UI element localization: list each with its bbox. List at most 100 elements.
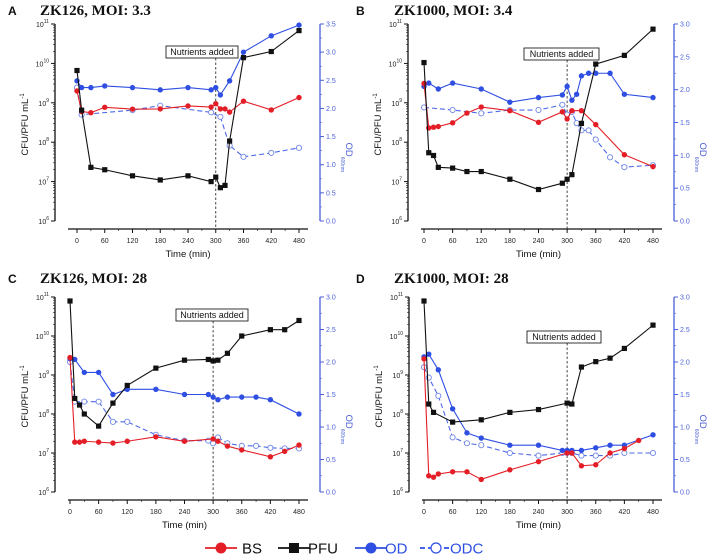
series-line-odc xyxy=(423,104,654,168)
data-point-bs xyxy=(435,123,442,130)
x-tick-label: 60 xyxy=(95,509,103,516)
data-point-bs xyxy=(507,467,513,473)
data-point-od xyxy=(78,84,85,91)
y2-tick-label: 0.5 xyxy=(680,457,690,464)
data-point-bs xyxy=(153,434,159,440)
x-tick-label: 420 xyxy=(619,238,631,245)
data-point-pfu xyxy=(129,173,136,179)
data-point-pfu xyxy=(79,107,85,113)
data-point-pfu xyxy=(157,177,163,183)
y-axis-label: CFU/PFU mL-1 xyxy=(20,365,31,428)
y2-tick-label: 1.0 xyxy=(680,425,690,432)
y-tick-label: 109 xyxy=(38,98,49,108)
data-point-od xyxy=(650,94,656,101)
data-point-pfu xyxy=(217,185,223,191)
y2-tick-label: 1.0 xyxy=(326,425,336,432)
data-point-odc xyxy=(463,440,470,447)
data-point-bs xyxy=(222,106,228,112)
data-point-od xyxy=(585,70,592,76)
x-tick-label: 0 xyxy=(422,509,426,516)
x-tick-label: 180 xyxy=(154,238,166,245)
data-point-od xyxy=(426,80,432,86)
data-point-odc xyxy=(573,120,580,127)
data-point-od xyxy=(578,447,585,454)
data-point-pfu xyxy=(282,327,288,333)
data-point-odc xyxy=(506,449,513,457)
data-point-pfu xyxy=(185,173,191,179)
y-tick-exponent: 9 xyxy=(399,98,402,104)
data-point-od xyxy=(226,78,233,84)
data-point-bs xyxy=(74,88,80,94)
data-point-pfu xyxy=(478,417,484,423)
series-pfu xyxy=(421,298,656,425)
data-point-odc xyxy=(649,449,657,457)
y-tick-label: 1010 xyxy=(390,331,404,341)
data-point-pfu xyxy=(593,359,599,365)
data-point-pfu xyxy=(227,138,233,144)
legend-item-odc: ODC xyxy=(420,541,484,557)
data-point-odc xyxy=(81,398,88,405)
data-point-bs xyxy=(268,107,274,113)
data-point-od xyxy=(464,430,470,436)
annotation-text: Nutrients added xyxy=(180,310,244,320)
data-point-pfu xyxy=(426,401,432,407)
y2-tick-label: 0.5 xyxy=(326,190,336,197)
y-tick-label: 106 xyxy=(392,487,403,497)
data-point-pfu xyxy=(240,55,247,61)
x-tick-label: 120 xyxy=(127,238,139,245)
data-point-bs xyxy=(464,110,470,116)
y-tick-base: 10 xyxy=(391,219,399,226)
data-point-bs xyxy=(449,120,456,126)
data-point-od xyxy=(110,391,116,398)
y-tick-exponent: 7 xyxy=(46,448,49,454)
y2-tick-label: 3.0 xyxy=(680,295,690,302)
data-point-od xyxy=(81,369,88,376)
data-point-od xyxy=(559,447,566,454)
legend-item-pfu: PFU xyxy=(278,541,338,557)
y-tick-label: 106 xyxy=(391,216,402,226)
y-tick-label: 107 xyxy=(392,448,403,458)
data-point-pfu xyxy=(478,168,484,175)
series-od xyxy=(74,22,302,98)
data-point-od xyxy=(208,87,214,93)
data-point-pfu xyxy=(621,345,627,352)
data-point-odc xyxy=(435,392,442,399)
data-point-odc xyxy=(240,153,247,160)
data-point-od xyxy=(239,394,245,400)
y-tick-exponent: 10 xyxy=(396,58,402,64)
data-point-pfu xyxy=(222,182,228,189)
data-point-odc xyxy=(578,452,585,459)
data-point-od xyxy=(157,87,163,93)
data-point-odc xyxy=(585,127,592,134)
data-point-pfu xyxy=(426,150,432,156)
data-point-bs xyxy=(102,104,108,110)
y2-tick-label: 3.0 xyxy=(680,22,690,29)
data-point-odc xyxy=(267,444,274,451)
x-tick-label: 60 xyxy=(449,238,457,245)
data-point-bs xyxy=(185,103,191,109)
y-tick-exponent: 8 xyxy=(46,137,49,143)
data-point-od xyxy=(607,70,613,76)
data-point-od xyxy=(507,99,513,105)
y-tick-base: 10 xyxy=(391,101,399,108)
series-pfu xyxy=(74,27,302,191)
data-point-bs xyxy=(430,474,437,480)
y2-tick-label: 0.0 xyxy=(326,219,336,226)
y-tick-label: 108 xyxy=(38,409,49,419)
x-tick-label: 360 xyxy=(238,238,250,245)
x-tick-label: 240 xyxy=(533,238,545,245)
data-point-pfu xyxy=(124,382,130,389)
y2-tick-label: 2.0 xyxy=(680,87,690,94)
data-point-bs xyxy=(181,438,188,444)
data-point-pfu xyxy=(564,176,570,182)
y-tick-exponent: 7 xyxy=(399,177,402,183)
annotation-box xyxy=(175,308,249,322)
x-tick-label: 120 xyxy=(475,238,487,245)
y-tick-exponent: 7 xyxy=(400,448,403,454)
data-point-bs xyxy=(81,438,88,444)
data-point-odc xyxy=(295,144,303,151)
data-point-bs xyxy=(559,109,566,115)
y-tick-label: 1010 xyxy=(389,58,403,68)
y-tick-exponent: 10 xyxy=(397,331,403,337)
data-point-odc xyxy=(124,418,131,425)
